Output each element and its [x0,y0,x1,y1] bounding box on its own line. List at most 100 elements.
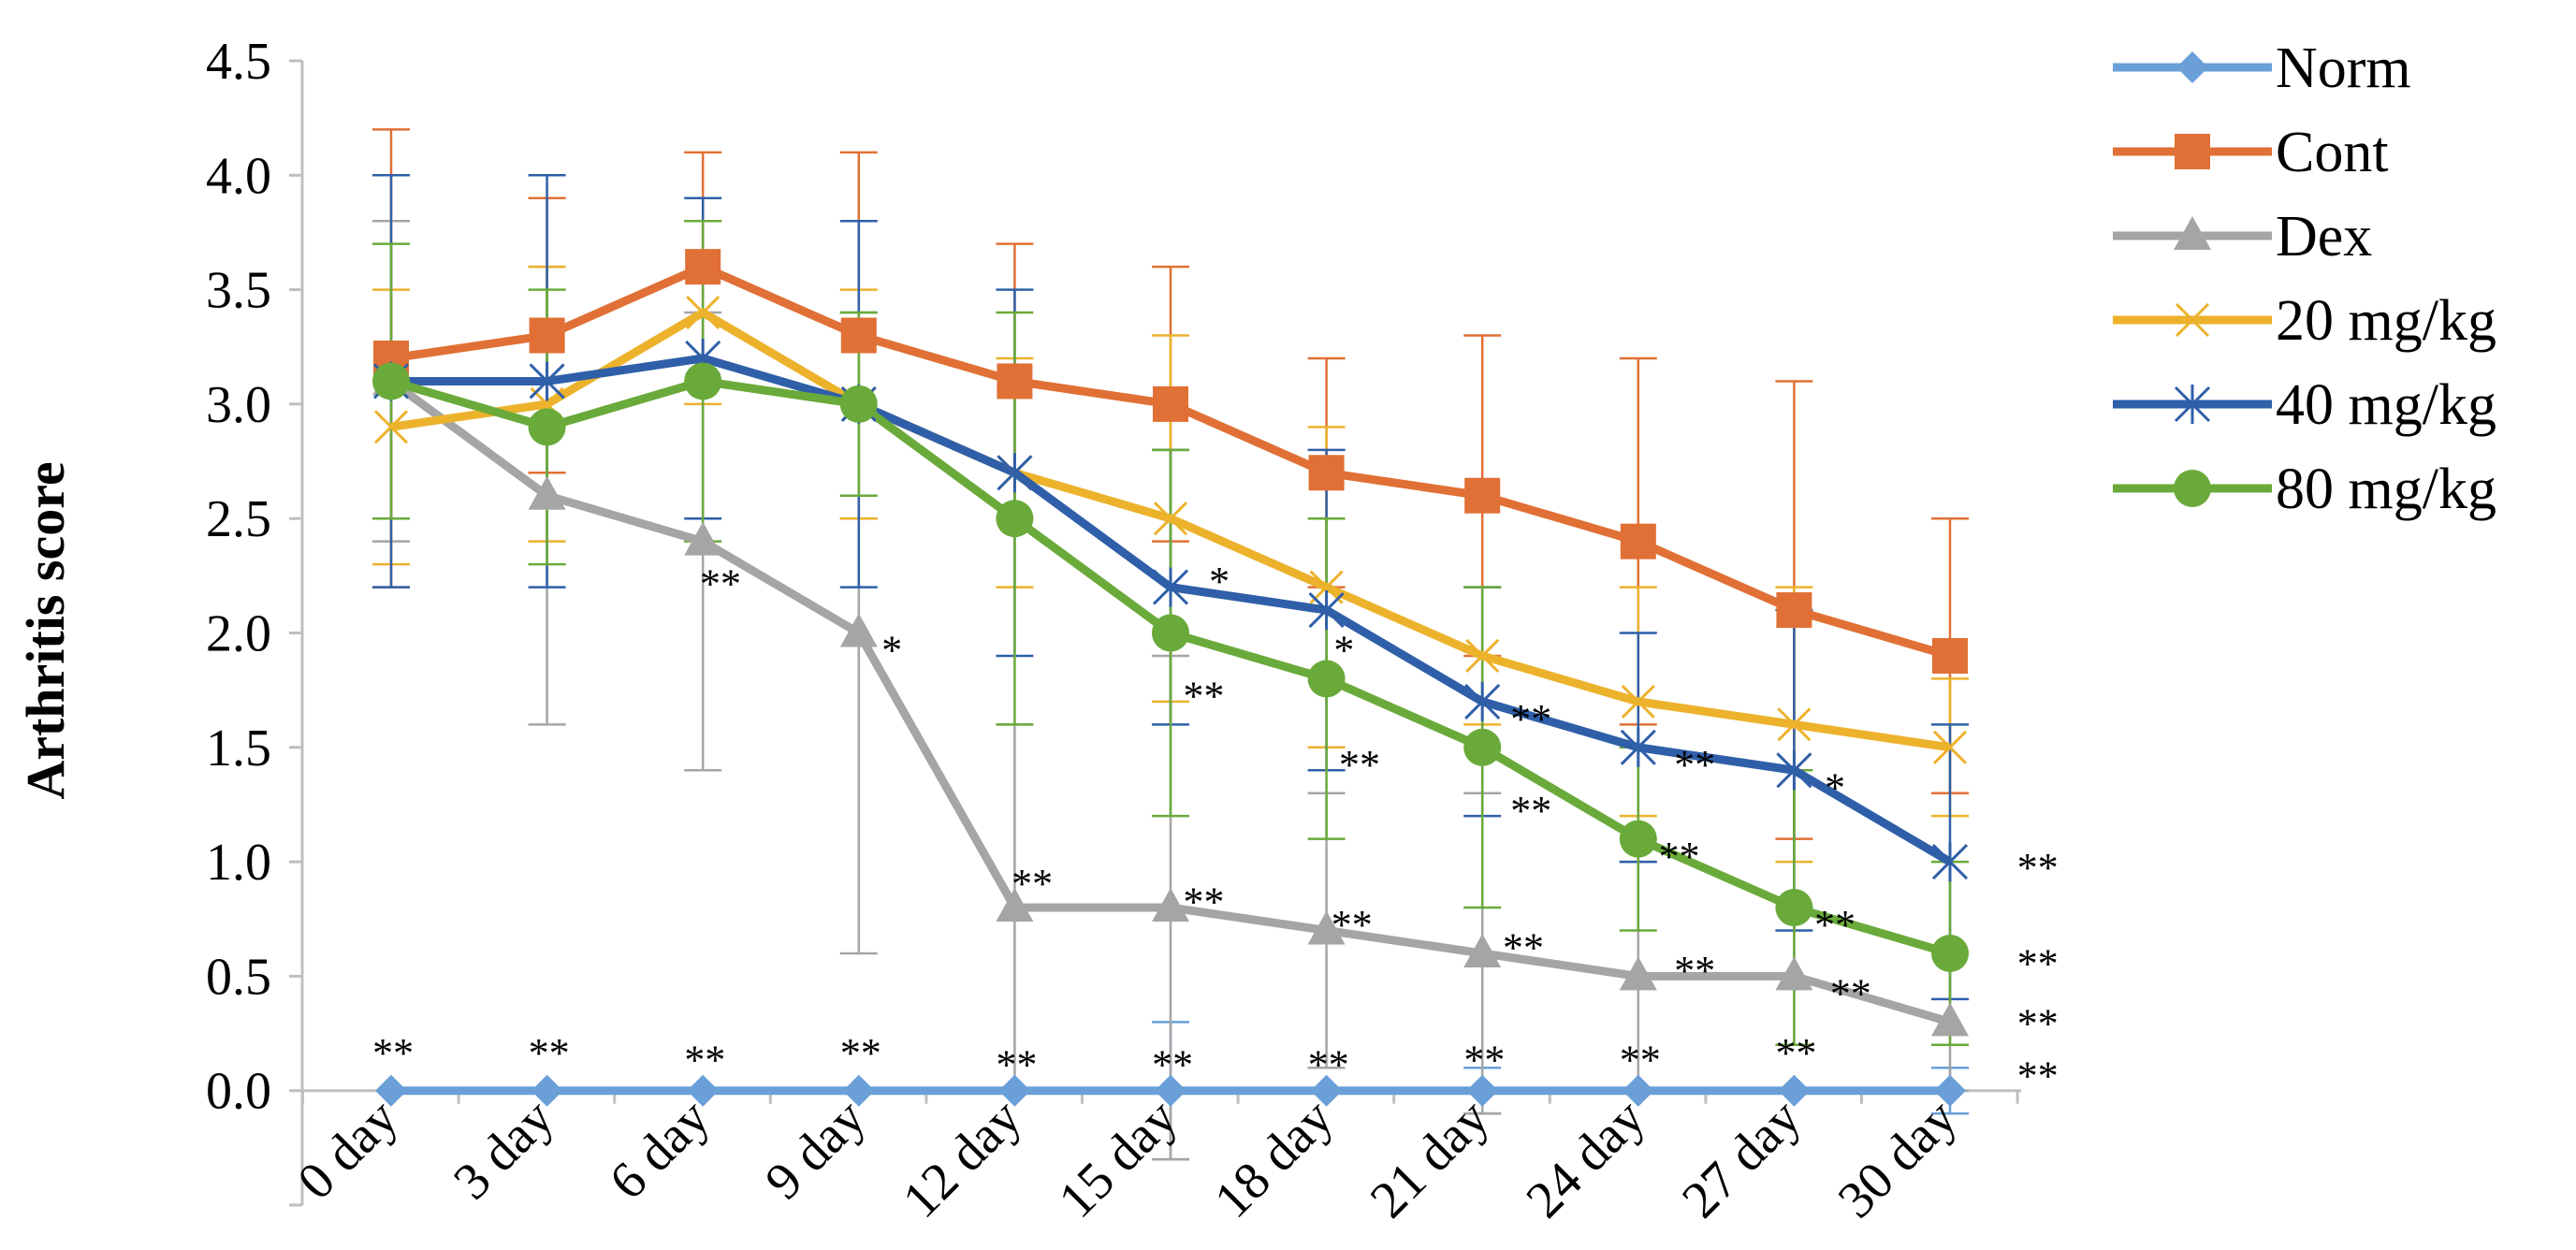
legend-label: 40 mg/kg [2276,373,2496,437]
data-point [1778,1074,1811,1107]
data-point [1931,842,1969,882]
data-point [1464,681,1501,721]
data-point [1465,638,1500,674]
data-point [839,613,878,647]
significance-marker: ** [1618,1037,1659,1083]
data-point [1463,933,1502,967]
data-point [997,453,1033,493]
x-tick-label: 0 day [286,1088,409,1211]
data-point [1308,455,1345,491]
significance-marker: ** [1656,834,1697,879]
data-point [372,362,410,400]
y-axis-title: Arthritis score [15,461,76,799]
data-point [687,1074,720,1107]
significance-marker: ** [994,1041,1035,1087]
legend: Norm Cont Dex 20 mg/kg 40 mg/kg 80 mg/kg [2113,36,2496,521]
data-point [1620,727,1656,767]
x-tick-label: 24 day [1515,1088,1656,1229]
data-point [842,1074,875,1107]
legend-label: Dex [2276,205,2372,269]
y-tick-label: 3.5 [206,262,271,320]
legend-entry: 40 mg/kg [2113,373,2496,437]
significance-marker: ** [1672,948,1713,994]
y-tick-label: 2.5 [206,490,271,548]
y-tick-label: 0.0 [206,1063,271,1121]
data-point [1932,730,1968,764]
data-point [996,888,1034,923]
significance-marker: ** [698,561,739,607]
legend-entry: 20 mg/kg [2113,289,2496,353]
significance-marker: ** [1501,925,1542,971]
data-point [373,410,409,444]
data-point [529,317,565,354]
data-point [1153,501,1188,536]
data-point [1310,1074,1343,1107]
data-point [1776,750,1812,791]
data-point [1307,910,1346,945]
x-tick-label: 30 day [1827,1088,1969,1229]
y-axis-tick-labels: 0.0 0.5 1.0 1.5 2.0 2.5 3.0 3.5 4.0 4.5 [206,33,271,1121]
x-tick-label: 6 day [599,1088,721,1211]
legend-swatch-marker [2175,302,2210,338]
significance-marker: ** [2016,1054,2057,1099]
significance-marker: ** [1672,742,1713,788]
significance-marker: ** [1812,902,1854,948]
data-point [1153,385,1188,422]
data-point [1620,523,1656,560]
data-point [1619,956,1657,991]
data-point [528,408,566,446]
data-point [1775,889,1813,927]
data-point [1307,660,1346,698]
significance-marker: ** [1181,674,1222,719]
data-point [1775,956,1813,991]
significance-marker: ** [838,1030,880,1076]
data-point [1619,820,1657,858]
significance-marker: ** [1773,1030,1814,1076]
legend-swatch-marker [2175,134,2210,169]
data-point [685,249,721,285]
x-axis-tick-labels: 0 day 3 day 6 day 9 day 12 day 15 day 18 day 21… [286,1088,1968,1229]
x-tick-label: 21 day [1360,1088,1501,1229]
significance-marker: ** [1181,879,1222,925]
significance-marker: ** [1010,861,1051,907]
data-point [998,1074,1031,1107]
y-tick-label: 0.5 [206,948,271,1006]
data-point [1931,934,1969,972]
significance-marker: * [1823,764,1843,810]
data-point [1152,567,1189,607]
significance-marker: ** [2016,1000,2057,1046]
significance-marker: * [880,628,900,674]
legend-swatch-marker [2174,385,2211,424]
significance-marker: ** [1462,1037,1503,1083]
legend-label: Cont [2276,121,2389,184]
y-tick-label: 4.0 [206,147,271,205]
significance-marker: ** [1330,902,1371,948]
legend-label: 20 mg/kg [2276,289,2496,353]
significance-marker: ** [1306,1041,1347,1087]
data-point [1155,1074,1186,1107]
data-point [684,362,722,400]
legend-label: 80 mg/kg [2276,458,2496,521]
significance-marker: ** [1508,696,1550,742]
significance-marker: ** [682,1037,723,1083]
data-point [1777,707,1812,742]
data-point [531,1074,563,1107]
y-tick-label: 1.0 [206,834,271,892]
x-tick-label: 12 day [892,1088,1033,1229]
legend-entry: Cont [2113,121,2389,184]
y-tick-label: 3.0 [206,376,271,434]
data-point [1932,637,1968,674]
data-point [1308,590,1345,631]
y-tick-label: 2.0 [206,605,271,663]
data-point [1463,728,1502,766]
significance-marker: ** [1508,788,1550,834]
data-point [684,521,722,556]
significance-marker: ** [1150,1041,1191,1087]
legend-swatch-marker [2174,216,2211,250]
significance-marker: ** [2016,845,2057,891]
legend-swatch-marker [2176,51,2208,83]
significance-marker: ** [2016,941,2057,987]
legend-entry: Norm [2113,36,2411,100]
x-tick-label: 18 day [1203,1088,1345,1229]
